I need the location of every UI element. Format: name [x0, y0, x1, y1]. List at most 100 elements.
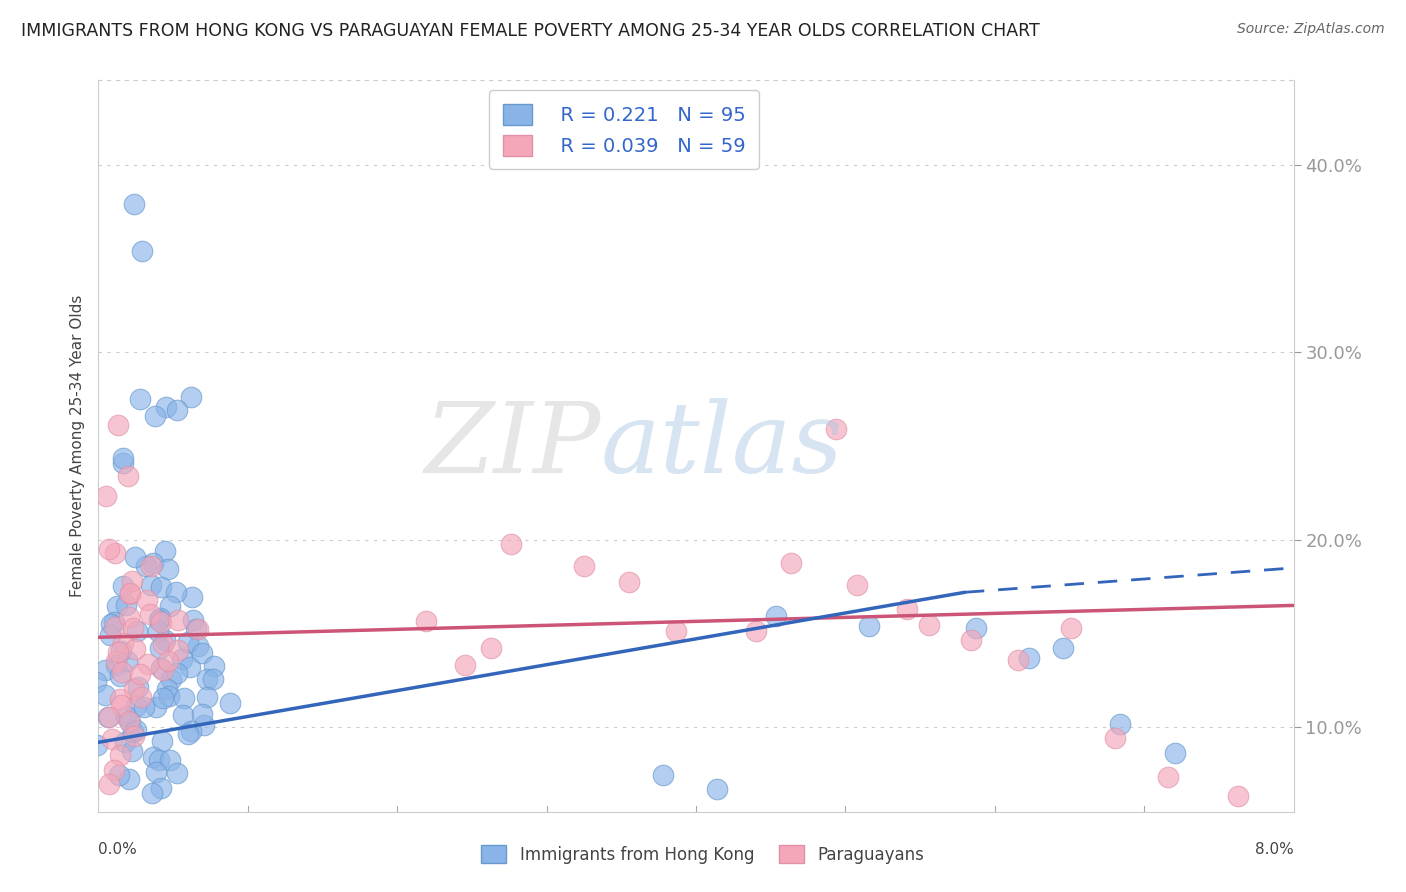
Point: [124, 641, 146, 656]
Point: [180, 391, 202, 405]
Point: [103, 615, 125, 630]
Point: [572, 559, 595, 574]
Point: [706, 781, 728, 796]
Legend:   R = 0.221   N = 95,   R = 0.039   N = 59: R = 0.221 N = 95, R = 0.039 N = 59: [489, 90, 759, 169]
Point: [141, 578, 163, 592]
Point: [149, 641, 172, 656]
Point: [150, 580, 173, 594]
Point: [111, 456, 134, 470]
Point: [108, 692, 131, 706]
Point: [118, 610, 141, 624]
Point: [108, 747, 131, 762]
Point: [166, 666, 188, 681]
Point: [150, 615, 173, 629]
Point: [127, 681, 149, 695]
Point: [118, 714, 141, 729]
Point: [121, 744, 143, 758]
Point: [651, 768, 673, 782]
Point: [152, 690, 174, 705]
Point: [107, 645, 129, 659]
Point: [1104, 731, 1126, 745]
Point: [129, 392, 152, 406]
Point: [124, 550, 146, 565]
Text: 8.0%: 8.0%: [1254, 842, 1294, 857]
Point: [824, 422, 846, 436]
Point: [118, 772, 141, 786]
Point: [1060, 621, 1083, 635]
Point: [159, 672, 181, 686]
Point: [454, 657, 477, 672]
Point: [145, 409, 167, 424]
Point: [157, 690, 180, 704]
Point: [111, 450, 134, 465]
Point: [152, 637, 174, 651]
Text: IMMIGRANTS FROM HONG KONG VS PARAGUAYAN FEMALE POVERTY AMONG 25-34 YEAR OLDS COR: IMMIGRANTS FROM HONG KONG VS PARAGUAYAN …: [21, 22, 1040, 40]
Point: [86, 738, 108, 752]
Text: Source: ZipAtlas.com: Source: ZipAtlas.com: [1237, 22, 1385, 37]
Point: [115, 709, 138, 723]
Point: [104, 620, 127, 634]
Point: [166, 643, 188, 657]
Point: [145, 765, 167, 780]
Point: [1007, 653, 1029, 667]
Text: atlas: atlas: [600, 399, 844, 493]
Point: [153, 544, 176, 558]
Point: [111, 579, 134, 593]
Point: [202, 659, 225, 673]
Point: [142, 556, 165, 570]
Point: [166, 765, 188, 780]
Point: [129, 666, 152, 681]
Point: [190, 646, 212, 660]
Point: [960, 632, 983, 647]
Point: [84, 675, 107, 690]
Point: [145, 699, 167, 714]
Point: [846, 577, 869, 591]
Point: [965, 621, 987, 635]
Point: [104, 546, 127, 560]
Point: [187, 623, 209, 637]
Point: [917, 618, 939, 632]
Point: [745, 624, 768, 638]
Point: [111, 665, 134, 680]
Point: [415, 614, 437, 628]
Point: [122, 681, 145, 696]
Point: [152, 663, 174, 677]
Point: [94, 688, 117, 702]
Point: [110, 698, 132, 712]
Point: [142, 749, 165, 764]
Point: [100, 731, 122, 746]
Point: [1109, 717, 1132, 731]
Point: [117, 469, 139, 483]
Point: [765, 609, 787, 624]
Point: [665, 624, 688, 639]
Point: [124, 699, 146, 714]
Point: [202, 672, 225, 686]
Point: [180, 724, 202, 739]
Point: [104, 657, 127, 672]
Point: [191, 707, 214, 722]
Point: [159, 754, 181, 768]
Point: [122, 197, 145, 211]
Point: [176, 727, 198, 741]
Point: [107, 417, 129, 432]
Point: [157, 654, 180, 668]
Point: [110, 644, 132, 658]
Point: [132, 700, 155, 714]
Text: ZIP: ZIP: [425, 399, 600, 493]
Point: [195, 690, 218, 705]
Point: [108, 767, 131, 781]
Point: [124, 723, 146, 738]
Point: [152, 734, 174, 748]
Point: [121, 574, 143, 589]
Point: [148, 753, 170, 767]
Point: [103, 764, 125, 778]
Point: [107, 599, 129, 613]
Point: [617, 575, 640, 590]
Point: [129, 690, 152, 704]
Point: [115, 598, 138, 612]
Point: [167, 613, 190, 627]
Point: [218, 696, 240, 710]
Point: [97, 709, 120, 723]
Point: [120, 587, 142, 601]
Point: [108, 669, 131, 683]
